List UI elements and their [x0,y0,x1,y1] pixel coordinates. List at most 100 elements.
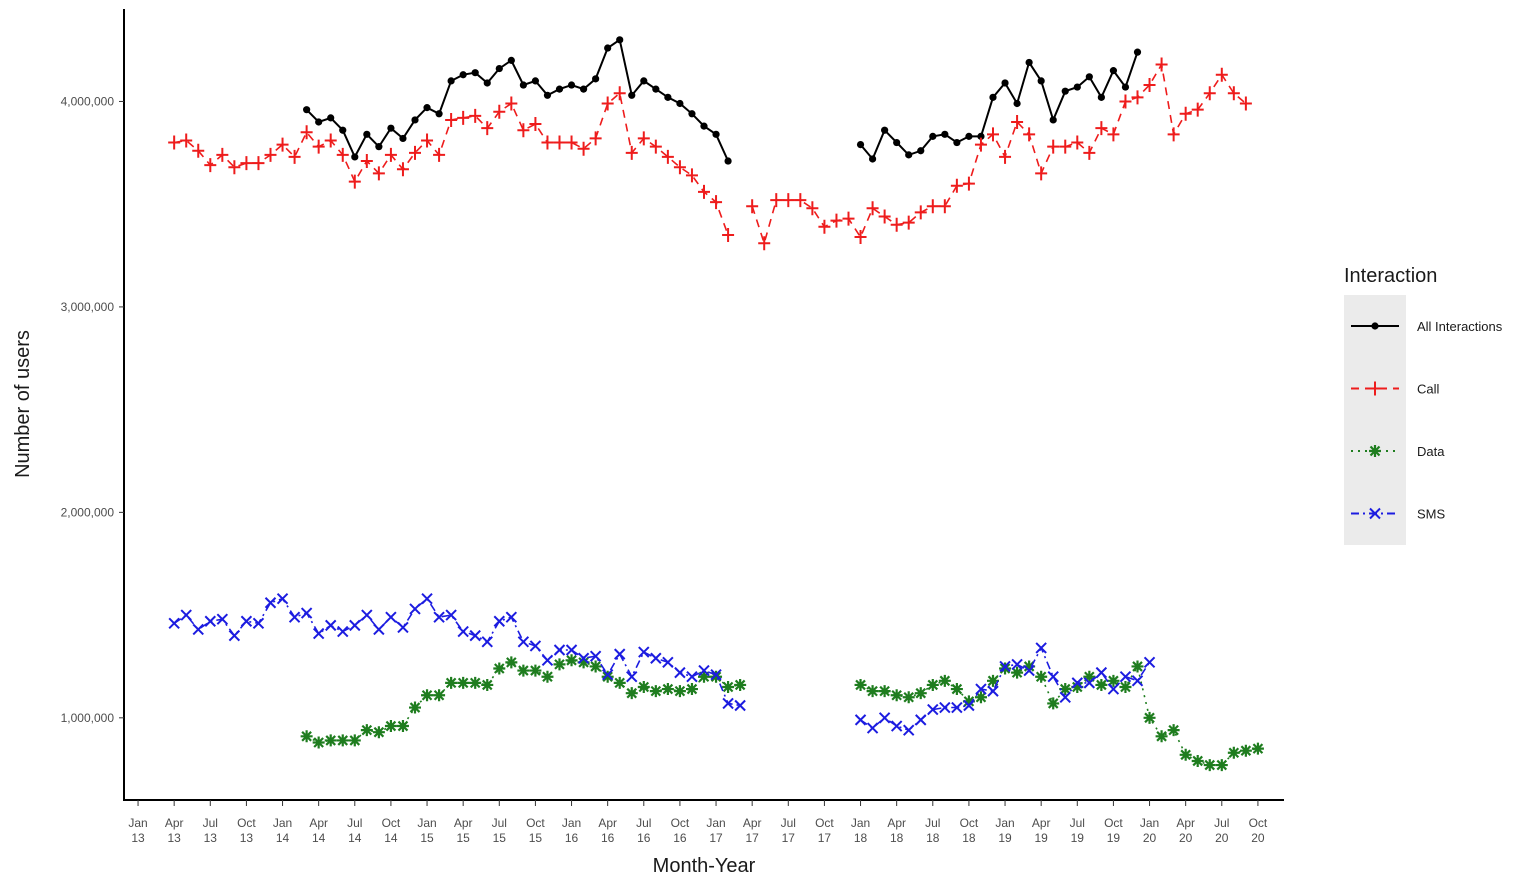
data-point-all-interactions [315,118,323,126]
data-point-call [1083,145,1096,160]
data-point-call [1203,86,1216,101]
data-point-call [541,135,554,150]
legend-key-background [1344,295,1406,545]
data-point-data [649,685,662,698]
data-point-data [673,685,686,698]
x-tick-label-month: Apr [309,816,328,830]
data-point-sms [698,664,710,677]
data-point-data [312,736,325,749]
data-point-data [685,683,698,696]
data-point-call [962,176,975,191]
data-point-all-interactions [604,44,612,52]
data-point-all-interactions [1097,93,1105,101]
data-point-call [180,133,193,148]
x-tick-label-month: Jan [128,816,147,830]
data-point-call [1011,115,1024,129]
data-point-sms [493,615,505,627]
data-point-sms [397,621,409,634]
x-tick-label-month: Apr [165,816,184,830]
x-tick-label-year: 16 [601,831,615,845]
data-point-data [1035,670,1048,683]
data-point-data [601,670,614,683]
data-point-sms [626,671,638,683]
series-all-interactions [303,36,1142,165]
data-point-call [433,147,446,162]
x-tick-label-year: 17 [782,831,796,845]
x-tick-label-month: Apr [454,816,473,830]
x-tick-label-year: 15 [420,831,434,845]
x-tick-label-year: 17 [818,831,832,845]
data-point-all-interactions [941,130,949,138]
x-tick-label-month: Oct [1249,816,1268,830]
data-point-data [300,730,313,743]
data-point-all-interactions [327,114,335,122]
data-point-sms [337,625,349,638]
data-point-all-interactions [664,93,672,101]
x-tick-label-year: 15 [493,831,507,845]
data-point-all-interactions [387,124,395,132]
data-point-call [649,139,662,154]
data-point-call [878,209,891,224]
data-point-data [637,681,650,693]
data-point-all-interactions [1109,67,1118,75]
data-point-sms [252,617,265,630]
data-point-data [409,701,421,714]
legend-key-marker [1369,445,1381,457]
data-point-sms [361,609,373,621]
data-point-call [469,108,482,123]
data-point-call [914,205,927,220]
data-point-call [842,211,855,226]
data-point-call [288,149,301,164]
x-tick-label-year: 19 [998,831,1012,845]
data-point-all-interactions [868,155,877,163]
x-tick-label-month: Jul [203,816,218,830]
data-point-call [336,147,349,162]
data-point-sms [168,617,180,630]
data-point-data [710,670,723,683]
x-tick-label-month: Oct [960,816,979,830]
data-point-all-interactions [965,132,973,140]
x-tick-label-year: 15 [456,831,470,845]
series-data [300,654,1264,772]
data-point-data [926,678,939,691]
data-point-all-interactions [459,71,467,79]
data-point-call [890,217,903,232]
x-tick-label-year: 19 [1107,831,1121,845]
data-point-all-interactions [1061,87,1069,95]
data-point-data [324,734,337,747]
data-point-data [529,664,542,677]
data-point-sms [1143,656,1156,669]
x-tick-label-year: 15 [529,831,543,845]
data-point-data [505,656,518,669]
data-point-call [1095,121,1108,136]
data-point-call [445,112,458,127]
data-point-call [264,147,277,162]
data-point-call [1215,67,1228,82]
data-point-sms [650,652,662,664]
data-point-data [577,656,590,669]
data-point-all-interactions [351,153,359,161]
axes [123,9,1284,801]
data-point-all-interactions [1037,77,1045,85]
data-point-all-interactions [616,36,624,44]
data-point-all-interactions [905,151,913,159]
data-point-data [854,678,867,691]
x-tick-label-month: Oct [526,816,545,830]
data-point-call [685,168,698,183]
data-point-data [1047,697,1060,710]
data-point-call [228,160,241,175]
data-point-call [372,166,385,181]
data-point-data [1011,666,1024,679]
data-point-data [481,678,494,691]
x-tick-label-year: 14 [384,831,398,845]
x-tick-label-month: Jan [417,816,436,830]
data-point-sms [963,699,975,712]
data-point-data [457,676,470,689]
series-sms [168,592,1156,736]
data-point-sms [288,611,301,623]
data-point-all-interactions [579,85,588,93]
data-point-call [360,154,373,169]
data-point-call [1119,94,1132,109]
x-tick-label-year: 16 [565,831,579,845]
data-point-sms [1059,691,1071,703]
